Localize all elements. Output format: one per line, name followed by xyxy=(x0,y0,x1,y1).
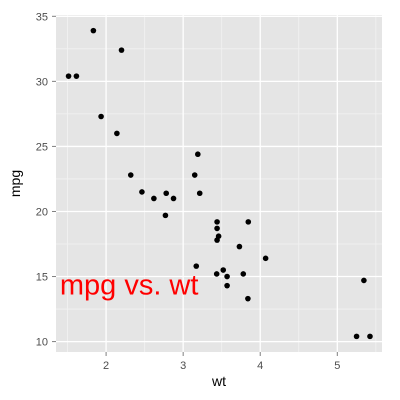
data-point xyxy=(139,189,145,195)
x-tick-label: 4 xyxy=(257,360,263,372)
data-point xyxy=(163,190,170,197)
data-point xyxy=(73,73,80,79)
data-point xyxy=(213,271,220,277)
data-point xyxy=(191,172,198,178)
data-point xyxy=(151,195,157,202)
data-point xyxy=(127,172,134,178)
data-point xyxy=(240,271,247,277)
minor-gridlines xyxy=(56,15,382,352)
data-point xyxy=(262,255,269,262)
data-point xyxy=(170,195,177,202)
data-point xyxy=(195,151,201,158)
data-point xyxy=(353,333,360,340)
plot-panel xyxy=(56,15,382,352)
data-point xyxy=(224,273,230,280)
y-axis-ticks: 10 15 20 25 30 35 xyxy=(36,11,56,349)
x-tick-label: 2 xyxy=(103,360,109,372)
data-point xyxy=(90,27,97,34)
y-tick-label: 10 xyxy=(36,337,48,349)
data-point xyxy=(162,212,169,219)
data-point xyxy=(214,225,220,232)
x-axis-ticks: 2 3 4 5 xyxy=(103,352,340,372)
annotation-label: mpg vs. wt xyxy=(60,269,199,301)
data-point xyxy=(245,295,251,302)
data-point xyxy=(236,243,243,250)
data-point xyxy=(367,333,373,340)
x-tick-label: 5 xyxy=(334,360,340,372)
y-tick-label: 30 xyxy=(36,76,48,88)
x-tick-label: 3 xyxy=(180,360,186,372)
data-point xyxy=(215,233,222,239)
data-point xyxy=(220,267,227,273)
data-points xyxy=(65,27,373,340)
data-point xyxy=(65,73,72,79)
data-point xyxy=(98,113,104,120)
y-tick-label: 35 xyxy=(36,11,48,23)
major-gridlines xyxy=(56,15,382,352)
data-point xyxy=(214,219,220,225)
data-point xyxy=(118,47,125,53)
data-point xyxy=(114,130,120,137)
y-tick-label: 15 xyxy=(36,272,48,284)
y-axis-title: mpg xyxy=(7,170,23,197)
data-point xyxy=(193,263,200,269)
y-tick-label: 25 xyxy=(36,141,48,153)
x-axis-title: wt xyxy=(211,373,226,389)
data-point xyxy=(224,282,230,289)
data-point xyxy=(361,277,367,284)
y-tick-label: 20 xyxy=(36,206,48,218)
data-point xyxy=(245,219,252,225)
data-point xyxy=(196,190,203,197)
